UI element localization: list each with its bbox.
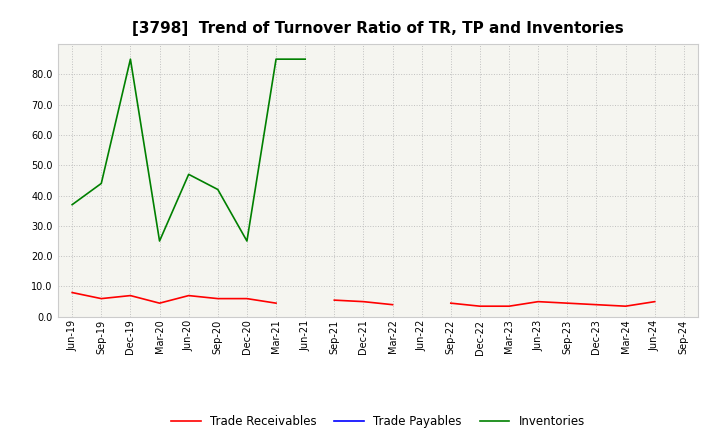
Trade Receivables xyxy=(126,293,135,298)
Inventories xyxy=(184,172,193,177)
Trade Receivables xyxy=(621,304,630,309)
Trade Receivables xyxy=(156,301,164,306)
Trade Receivables xyxy=(563,301,572,306)
Trade Receivables xyxy=(388,302,397,307)
Trade Receivables xyxy=(446,301,455,306)
Inventories xyxy=(271,56,280,62)
Inventories xyxy=(156,238,164,244)
Inventories xyxy=(301,56,310,62)
Trade Receivables xyxy=(650,299,659,304)
Trade Receivables xyxy=(592,302,600,307)
Trade Receivables xyxy=(505,304,513,309)
Inventories xyxy=(243,238,251,244)
Inventories xyxy=(359,178,368,183)
Title: [3798]  Trend of Turnover Ratio of TR, TP and Inventories: [3798] Trend of Turnover Ratio of TR, TP… xyxy=(132,21,624,36)
Trade Receivables xyxy=(534,299,543,304)
Trade Receivables xyxy=(97,296,106,301)
Trade Receivables xyxy=(184,293,193,298)
Inventories xyxy=(97,181,106,186)
Trade Receivables xyxy=(213,296,222,301)
Legend: Trade Receivables, Trade Payables, Inventories: Trade Receivables, Trade Payables, Inven… xyxy=(166,410,590,433)
Inventories xyxy=(68,202,76,207)
Trade Receivables xyxy=(476,304,485,309)
Inventories xyxy=(126,56,135,62)
Trade Receivables xyxy=(68,290,76,295)
Line: Trade Receivables: Trade Receivables xyxy=(72,293,654,306)
Line: Inventories: Inventories xyxy=(72,59,364,241)
Trade Receivables xyxy=(243,296,251,301)
Trade Receivables xyxy=(330,297,338,303)
Trade Receivables xyxy=(359,299,368,304)
Inventories xyxy=(213,187,222,192)
Trade Receivables xyxy=(271,301,280,306)
